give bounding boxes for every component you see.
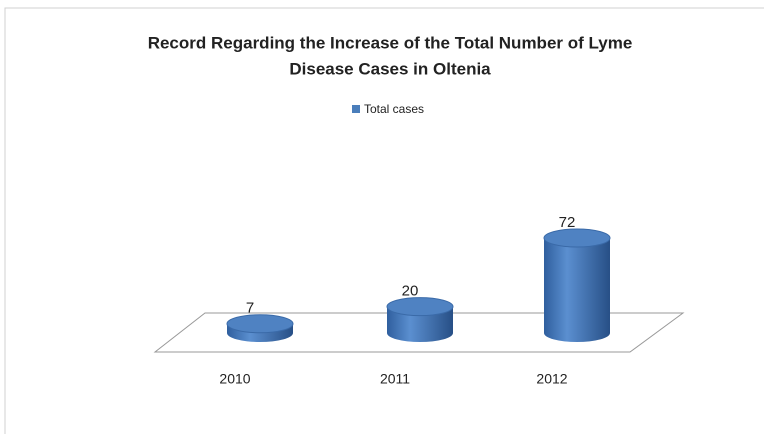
bar-top (543, 228, 611, 248)
bar (387, 306, 453, 342)
bar-top (226, 314, 294, 334)
data-label: 7 (246, 300, 254, 317)
x-tick-label: 2010 (219, 371, 250, 387)
chart-title: Disease Cases in Oltenia (289, 59, 491, 78)
data-label: 20 (402, 283, 419, 300)
chart-frame (4, 7, 764, 434)
bar-top (386, 297, 454, 317)
data-label: 72 (559, 214, 576, 231)
legend-label: Total cases (364, 102, 424, 116)
x-tick-label: 2011 (380, 371, 410, 387)
bar (544, 238, 610, 342)
legend-swatch (352, 105, 360, 113)
x-tick-label: 2012 (536, 371, 567, 387)
chart-title: Record Regarding the Increase of the Tot… (148, 33, 633, 52)
